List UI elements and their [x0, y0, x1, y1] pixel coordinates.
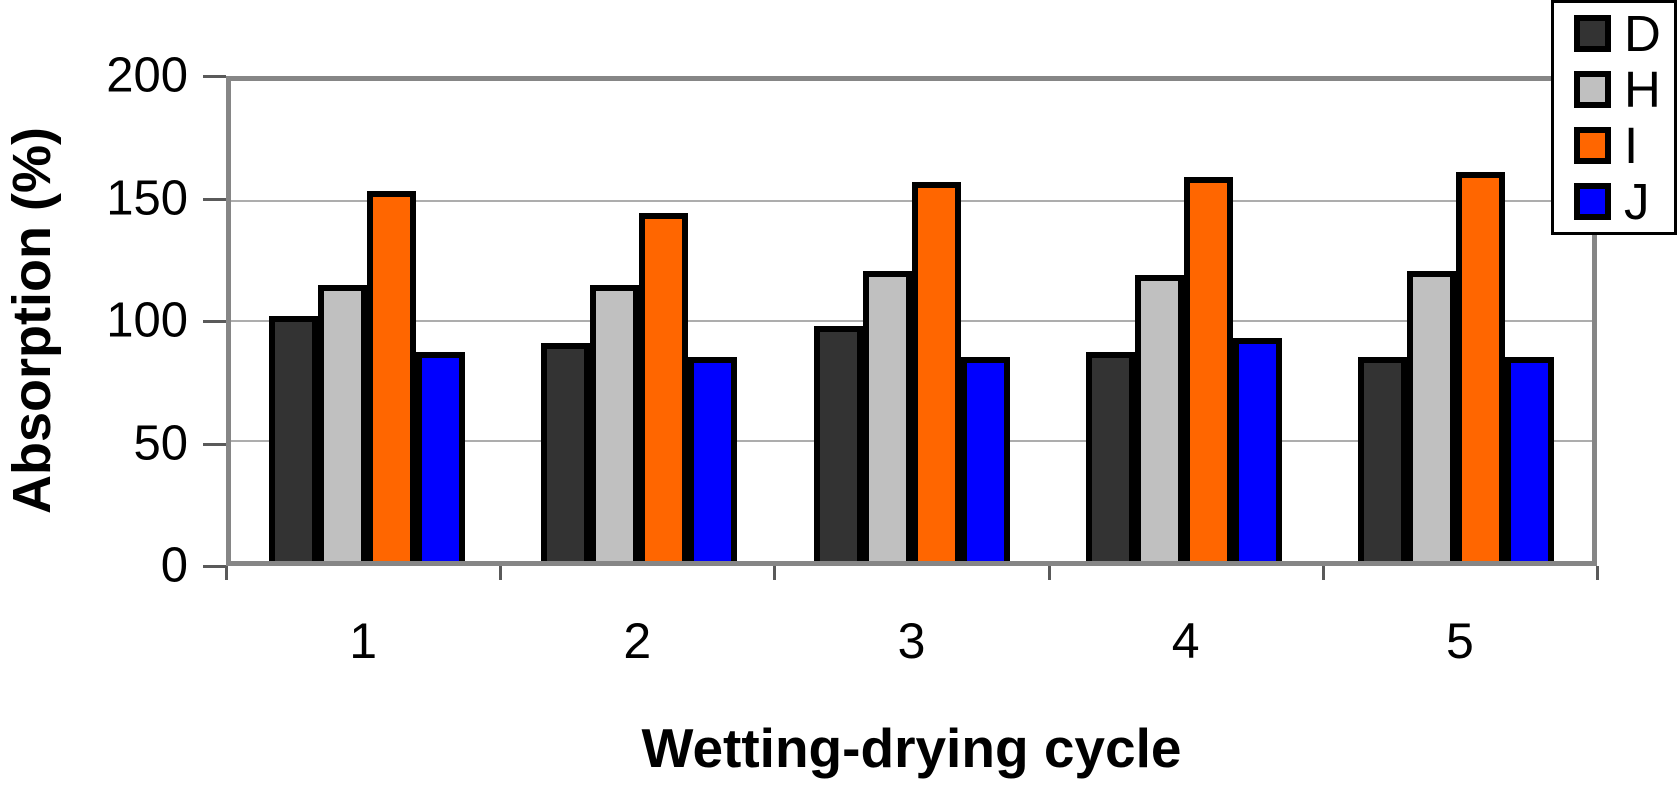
- bar-I-cycle-4: [1183, 177, 1233, 561]
- bar-group-3: [775, 81, 1047, 561]
- bar-D-cycle-1: [269, 316, 319, 561]
- bar-D-cycle-5: [1357, 357, 1407, 561]
- y-tick-label: 150: [106, 171, 188, 225]
- x-tick-label: 5: [1446, 613, 1474, 669]
- bar-H-cycle-4: [1134, 275, 1184, 561]
- legend-swatch-D: [1574, 15, 1611, 52]
- legend-swatch-I: [1574, 127, 1611, 164]
- bar-D-cycle-3: [813, 325, 863, 561]
- bar-group-2: [503, 81, 775, 561]
- x-tick-label: 4: [1171, 613, 1200, 669]
- y-axis-title: Absorption (%): [2, 127, 62, 515]
- bar-I-cycle-2: [639, 213, 689, 561]
- x-axis-tick: [1321, 566, 1325, 580]
- legend-swatch-J: [1574, 183, 1611, 220]
- legend-item-H: H: [1574, 64, 1674, 115]
- x-tick-label: 3: [897, 613, 926, 669]
- y-axis-tick: [203, 320, 226, 323]
- x-axis-tick: [499, 566, 503, 580]
- legend-item-J: J: [1574, 176, 1674, 227]
- legend-item-I: I: [1574, 120, 1674, 171]
- bar-group-4: [1048, 81, 1320, 561]
- bar-J-cycle-4: [1232, 337, 1282, 561]
- x-axis-tick: [225, 566, 228, 580]
- bar-D-cycle-4: [1085, 352, 1135, 561]
- x-tick-labels: 1 2 3 4 5: [226, 608, 1597, 676]
- y-tick-labels: 0 50 100 150 200: [56, 51, 202, 590]
- bar-J-cycle-3: [960, 357, 1010, 561]
- y-tick-label: 200: [106, 48, 188, 103]
- x-axis-tick: [1596, 566, 1599, 580]
- bar-J-cycle-2: [688, 357, 738, 561]
- x-axis-title: Wetting-drying cycle: [641, 717, 1182, 779]
- legend-label: J: [1624, 173, 1650, 230]
- y-axis-tick: [203, 197, 226, 201]
- y-axis-ticks: [203, 75, 226, 568]
- x-tick-label: 1: [349, 613, 377, 669]
- legend-label: D: [1624, 5, 1661, 62]
- y-tick-label: 100: [106, 293, 188, 348]
- legend-swatch-H: [1574, 71, 1611, 108]
- legend-item-D: D: [1574, 8, 1674, 59]
- bar-H-cycle-5: [1406, 270, 1456, 561]
- x-axis-tick: [1047, 566, 1051, 580]
- bar-D-cycle-2: [541, 342, 591, 561]
- y-axis-tick: [203, 442, 226, 446]
- bar-H-cycle-1: [318, 285, 368, 561]
- y-tick-label: 0: [160, 538, 188, 593]
- bar-I-cycle-3: [911, 181, 961, 561]
- y-axis-tick: [203, 75, 226, 78]
- plot-area: [226, 76, 1597, 566]
- y-axis-tick: [203, 565, 226, 568]
- bar-H-cycle-2: [590, 285, 640, 561]
- bar-group-1: [231, 81, 503, 561]
- x-axis-tick: [773, 566, 777, 580]
- bar-H-cycle-3: [862, 270, 912, 561]
- bar-J-cycle-5: [1504, 357, 1554, 561]
- x-tick-label: 2: [623, 613, 652, 669]
- bar-groups: [231, 81, 1592, 561]
- bar-I-cycle-1: [367, 191, 417, 561]
- bar-J-cycle-1: [416, 352, 466, 561]
- bar-I-cycle-5: [1455, 172, 1505, 561]
- x-axis-ticks: [225, 566, 1599, 580]
- bar-group-5: [1320, 81, 1592, 561]
- y-tick-label: 50: [133, 416, 188, 470]
- legend-label: I: [1624, 117, 1639, 174]
- legend-label: H: [1624, 61, 1661, 118]
